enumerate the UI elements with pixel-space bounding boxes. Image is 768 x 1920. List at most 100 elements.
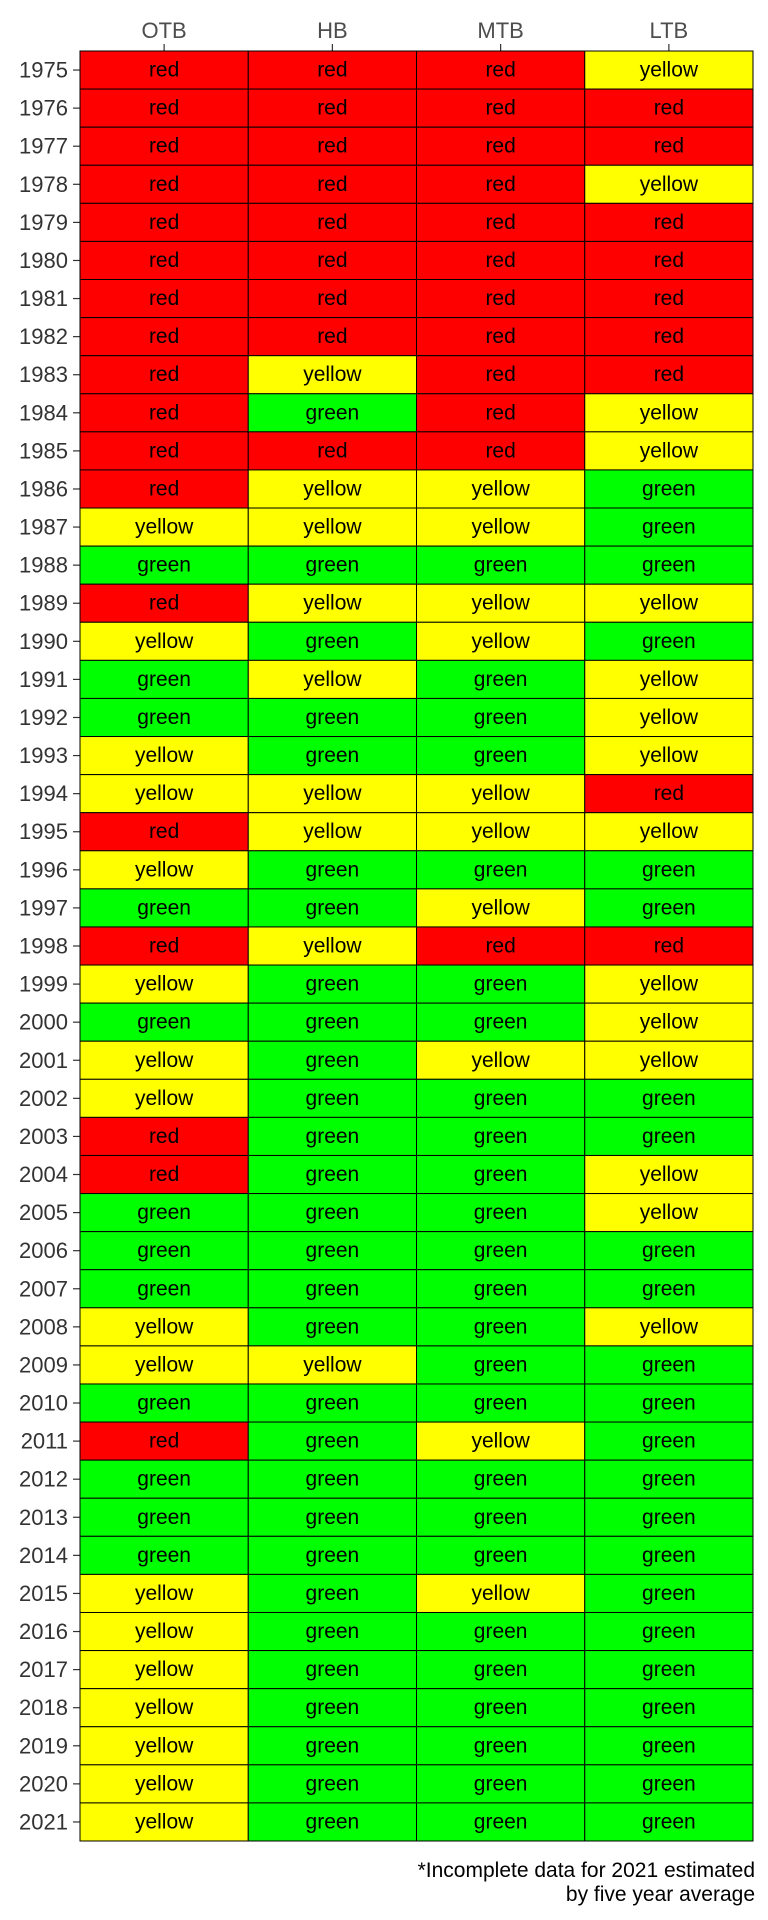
cell-label: green <box>642 1582 696 1605</box>
cell-label: green <box>306 630 360 653</box>
heatmap-cell-1977-otb <box>79 126 249 166</box>
heatmap-cell-1984-mtb <box>416 393 586 433</box>
heatmap-cell-2005-ltb <box>584 1193 754 1233</box>
cell-label: yellow <box>640 1011 699 1034</box>
cell-label: yellow <box>303 363 362 386</box>
cell-label: green <box>306 1201 360 1224</box>
cell-label: red <box>149 211 179 234</box>
row-label-1982: 1982 <box>19 324 68 349</box>
cell-label: green <box>306 1125 360 1148</box>
cell-label: yellow <box>135 858 194 881</box>
row-label-1985: 1985 <box>19 438 68 463</box>
cell-label: red <box>654 287 684 310</box>
cell-label: green <box>306 1049 360 1072</box>
cell-label: green <box>474 1315 528 1338</box>
heatmap-cell-1980-ltb <box>584 240 754 281</box>
heatmap-cell-1988-ltb <box>584 545 754 585</box>
cell-label: yellow <box>135 516 194 539</box>
row-label-2013: 2013 <box>19 1505 68 1530</box>
heatmap-cell-1981-ltb <box>584 279 754 319</box>
heatmap-cell-1991-mtb <box>416 659 586 699</box>
cell-label: red <box>317 173 347 196</box>
cell-label: green <box>474 554 528 577</box>
heatmap-cell-2007-otb <box>79 1269 249 1309</box>
heatmap-cell-1995-ltb <box>584 812 754 852</box>
cell-label: green <box>642 1696 696 1719</box>
heatmap-cell-2008-ltb <box>584 1307 754 1347</box>
heatmap-cell-1992-mtb <box>416 697 586 738</box>
cell-label: green <box>642 1087 696 1110</box>
heatmap-cell-1991-ltb <box>584 659 754 699</box>
row-label-1987: 1987 <box>19 515 68 540</box>
heatmap-cell-2000-hb <box>247 1002 417 1042</box>
cell-label: green <box>306 1163 360 1186</box>
cell-label: green <box>137 706 191 729</box>
cell-label: green <box>474 1620 528 1643</box>
cell-label: green <box>137 1201 191 1224</box>
cell-label: green <box>306 401 360 424</box>
heatmap-cell-1982-mtb <box>416 317 586 357</box>
heatmap-cell-1989-ltb <box>584 583 754 623</box>
cell-label: yellow <box>303 820 362 843</box>
cell-label: red <box>485 325 515 348</box>
heatmap-cell-1983-otb <box>79 355 249 395</box>
heatmap-cell-1982-ltb <box>584 317 754 357</box>
heatmap-cell-1985-mtb <box>416 431 586 471</box>
column-label-mtb: MTB <box>477 18 523 43</box>
heatmap-cell-1975-mtb <box>416 50 586 90</box>
cell-label: green <box>306 1696 360 1719</box>
heatmap-cell-2020-otb <box>79 1764 249 1804</box>
row-label-1988: 1988 <box>19 553 68 578</box>
cell-label: red <box>149 401 179 424</box>
row-label-2016: 2016 <box>19 1619 68 1644</box>
heatmap-cell-2015-ltb <box>584 1573 754 1613</box>
cell-label: red <box>654 97 684 120</box>
cell-label: red <box>149 1125 179 1148</box>
heatmap-cell-2015-mtb <box>416 1573 586 1613</box>
heatmap-cell-1979-ltb <box>584 202 754 242</box>
chart-caption: *Incomplete data for 2021 estimated by f… <box>418 1859 755 1907</box>
cell-label: green <box>306 1087 360 1110</box>
row-label-2020: 2020 <box>19 1771 68 1796</box>
heatmap-cell-1980-mtb <box>416 240 586 281</box>
heatmap-cell-1992-ltb <box>584 697 754 738</box>
cell-label: yellow <box>135 1620 194 1643</box>
heatmap-cell-2019-mtb <box>416 1726 586 1766</box>
heatmap-cell-1975-otb <box>79 50 249 90</box>
row-label-2007: 2007 <box>19 1276 68 1301</box>
heatmap-cell-1978-ltb <box>584 164 754 204</box>
heatmap-cell-1981-mtb <box>416 279 586 319</box>
cell-label: yellow <box>303 935 362 958</box>
cell-label: yellow <box>471 516 530 539</box>
cell-label: green <box>137 554 191 577</box>
cell-label: green <box>306 1620 360 1643</box>
row-label-1990: 1990 <box>19 629 68 654</box>
cell-label: red <box>485 173 515 196</box>
heatmap-cell-2003-ltb <box>584 1116 754 1156</box>
row-label-2004: 2004 <box>19 1162 68 1187</box>
cell-label: green <box>474 1201 528 1224</box>
cell-label: green <box>306 1658 360 1681</box>
heatmap-cell-2005-mtb <box>416 1193 586 1233</box>
cell-label: yellow <box>471 782 530 805</box>
heatmap-cell-1989-mtb <box>416 583 586 623</box>
cell-label: yellow <box>471 477 530 500</box>
heatmap-cell-1990-ltb <box>584 621 754 661</box>
row-labels: 1975 1976 1977 1978 1979 1980 1981 1982 1983 1984… <box>19 58 80 1834</box>
heatmap-cell-1996-otb <box>79 850 249 890</box>
heatmap-cell-1997-ltb <box>584 888 754 928</box>
heatmap-cell-1976-ltb <box>584 88 754 128</box>
heatmap-cell-1990-mtb <box>416 621 586 661</box>
row-label-2010: 2010 <box>19 1391 68 1416</box>
heatmap-cell-2017-mtb <box>416 1650 586 1690</box>
row-label-1976: 1976 <box>19 96 68 121</box>
row-label-1999: 1999 <box>19 972 68 997</box>
cell-label: red <box>149 287 179 310</box>
heatmap-cell-1994-mtb <box>416 774 586 814</box>
row-label-2021: 2021 <box>19 1809 68 1834</box>
heatmap-cell-2020-ltb <box>584 1764 754 1804</box>
cell-label: yellow <box>303 477 362 500</box>
heatmap-cell-1981-hb <box>247 279 417 319</box>
cell-label: red <box>485 401 515 424</box>
cell-label: green <box>137 896 191 919</box>
